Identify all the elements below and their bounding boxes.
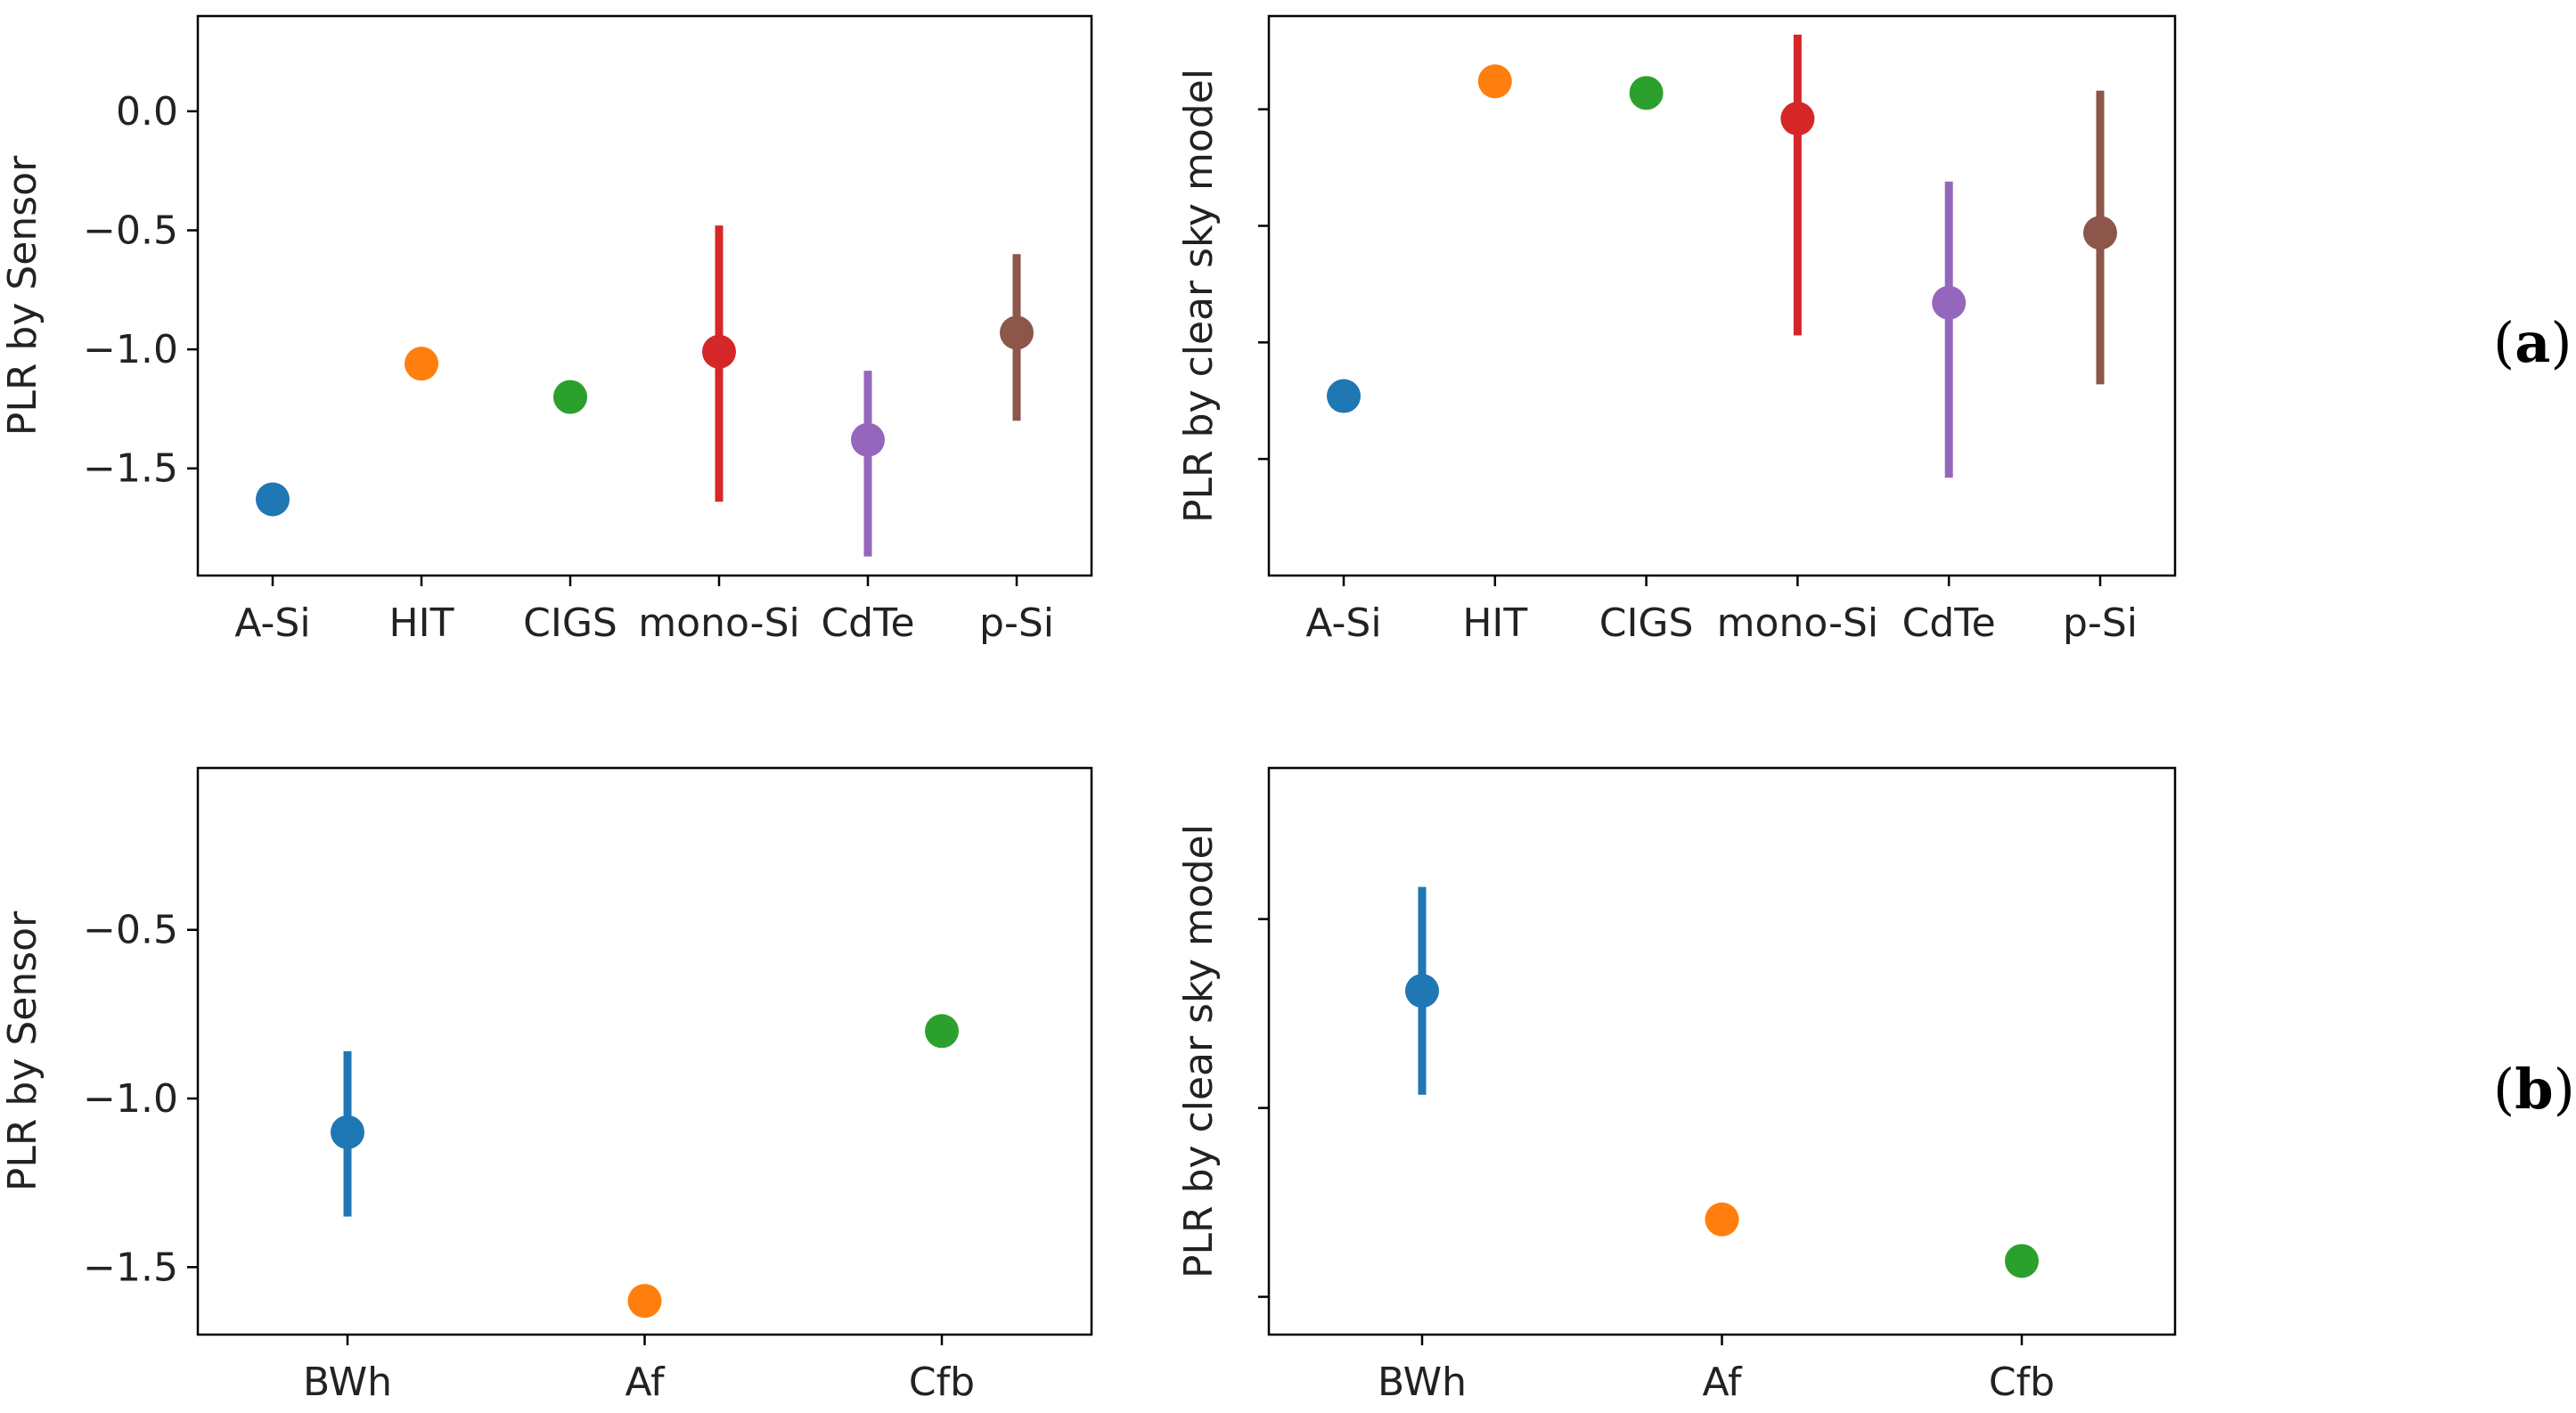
data-point bbox=[1000, 315, 1034, 350]
data-point bbox=[925, 1014, 959, 1049]
data-point bbox=[1705, 1202, 1739, 1237]
plot-frame bbox=[1267, 14, 2177, 577]
data-point bbox=[331, 1115, 364, 1149]
y-tick-label: −1.0 bbox=[83, 1076, 178, 1122]
x-tick-label: CIGS bbox=[523, 600, 617, 646]
plot-frame bbox=[1267, 766, 2177, 1336]
plot-frame bbox=[196, 766, 1093, 1336]
data-point bbox=[2083, 216, 2117, 250]
y-tick-label: −0.5 bbox=[83, 208, 178, 254]
data-point bbox=[1327, 379, 1361, 413]
y-axis-label: PLR by clear sky model bbox=[1176, 824, 1222, 1278]
data-point bbox=[1629, 76, 1664, 110]
panel-b-left-chart: −0.5 −1.0 −1.5 PLR by Sensor BWh Af Cfb bbox=[0, 766, 1093, 1405]
x-tick-label: p-Si bbox=[979, 600, 1054, 646]
data-point bbox=[405, 347, 438, 381]
x-tick-label: BWh bbox=[1378, 1360, 1467, 1405]
y-axis-label: PLR by Sensor bbox=[0, 155, 45, 436]
x-tick-label: p-Si bbox=[2063, 600, 2138, 646]
y-tick-label: −0.5 bbox=[83, 908, 178, 953]
x-tick-label: CIGS bbox=[1599, 600, 1694, 646]
data-point bbox=[1405, 974, 1439, 1009]
y-tick-label: −1.5 bbox=[83, 446, 178, 492]
data-point bbox=[2005, 1244, 2039, 1278]
y-tick-label: 0.0 bbox=[116, 89, 178, 135]
x-tick-label: CdTe bbox=[821, 600, 914, 646]
x-tick-label: HIT bbox=[1462, 600, 1527, 646]
x-tick-label: mono-Si bbox=[638, 600, 799, 646]
x-tick-label: HIT bbox=[389, 600, 454, 646]
data-point bbox=[1477, 64, 1512, 99]
y-tick-label: −1.0 bbox=[83, 327, 178, 372]
x-tick-label: Cfb bbox=[909, 1360, 975, 1405]
x-tick-label: Af bbox=[1702, 1360, 1743, 1405]
panel-a-right-chart: PLR by clear sky model A-Si HIT CIGS mono-Si… bbox=[1176, 14, 2177, 646]
x-tick-label: BWh bbox=[303, 1360, 392, 1405]
x-tick-label: A-Si bbox=[234, 600, 310, 646]
x-tick-label: A-Si bbox=[1305, 600, 1381, 646]
data-point bbox=[553, 380, 587, 414]
panel-b-right-chart: PLR by clear sky model BWh Af Cfb bbox=[1176, 766, 2177, 1405]
x-tick-label: Af bbox=[625, 1360, 666, 1405]
x-tick-label: mono-Si bbox=[1717, 600, 1878, 646]
y-axis-label: PLR by Sensor bbox=[0, 911, 45, 1191]
y-axis-label: PLR by clear sky model bbox=[1176, 69, 1222, 523]
panel-label-b: (b) bbox=[2493, 1057, 2575, 1122]
data-point bbox=[702, 334, 736, 369]
data-point bbox=[627, 1284, 662, 1319]
data-point bbox=[1780, 102, 1815, 136]
data-point bbox=[256, 482, 290, 517]
panel-a-left-chart: 0.0 −0.5 −1.0 −1.5 PLR by Sensor A-Si HIT CIGS m… bbox=[0, 14, 1093, 646]
x-tick-label: Cfb bbox=[1989, 1360, 2055, 1405]
y-tick-label: −1.5 bbox=[83, 1245, 178, 1290]
plot-frame bbox=[196, 14, 1093, 577]
data-point bbox=[851, 422, 885, 457]
data-point bbox=[1932, 285, 1967, 320]
panel-label-a: (a) bbox=[2493, 310, 2572, 375]
x-tick-label: CdTe bbox=[1902, 600, 1996, 646]
